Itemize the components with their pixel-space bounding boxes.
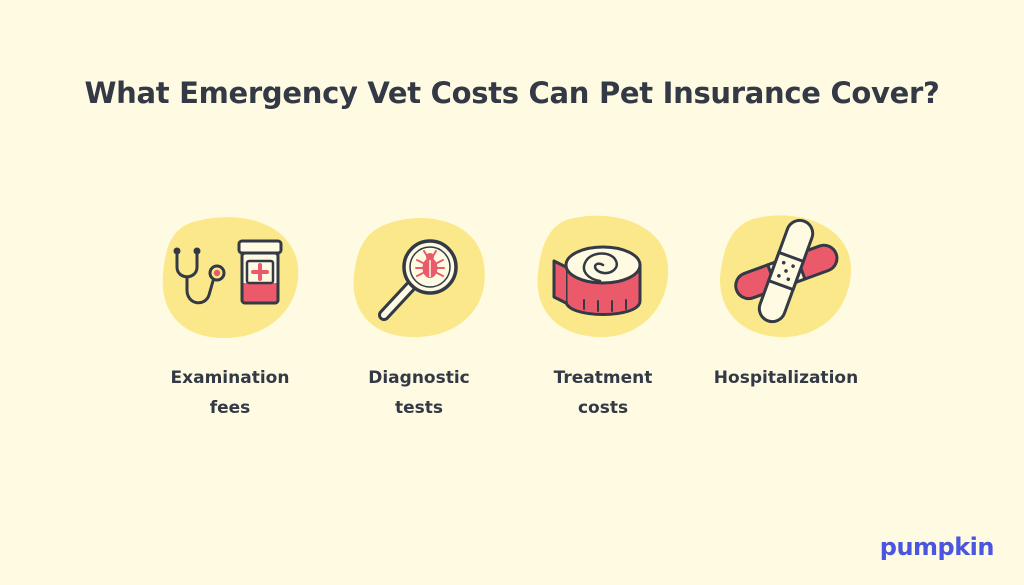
- label-line-1: Treatment: [553, 368, 653, 388]
- hospitalization-icon-wrap: [711, 205, 861, 345]
- coverage-label-hospitalization: Hospitalization: [701, 363, 871, 393]
- label-line-1: Hospitalization: [713, 368, 859, 388]
- label-line-2: tests: [394, 398, 444, 418]
- treatment-icon-wrap: [528, 205, 678, 345]
- label-line-1: Examination: [170, 368, 290, 388]
- page-title: What Emergency Vet Costs Can Pet Insuran…: [84, 76, 940, 110]
- label-line-2: costs: [577, 398, 629, 418]
- label-line-2: fees: [209, 398, 251, 418]
- coverage-item-hospitalization: Hospitalization: [701, 205, 871, 393]
- coverage-label-treatment: Treatment costs: [518, 363, 688, 423]
- magnifying-glass-bug-icon: [353, 218, 485, 338]
- stethoscope-pill-bottle-icon: [162, 217, 299, 339]
- coverage-label-examination: Examination fees: [145, 363, 315, 423]
- coverage-item-treatment: Treatment costs: [518, 205, 688, 423]
- crossed-bandages-icon: [720, 215, 851, 338]
- label-line-1: Diagnostic: [368, 368, 470, 388]
- examination-icon-wrap: [155, 205, 305, 345]
- coverage-label-diagnostic: Diagnostic tests: [334, 363, 504, 423]
- diagnostic-icon-wrap: [344, 205, 494, 345]
- coverage-item-examination: Examination fees: [145, 205, 315, 423]
- brand-logo: pumpkin: [879, 533, 995, 561]
- bandage-roll-icon: [537, 215, 669, 338]
- coverage-item-diagnostic: Diagnostic tests: [334, 205, 504, 423]
